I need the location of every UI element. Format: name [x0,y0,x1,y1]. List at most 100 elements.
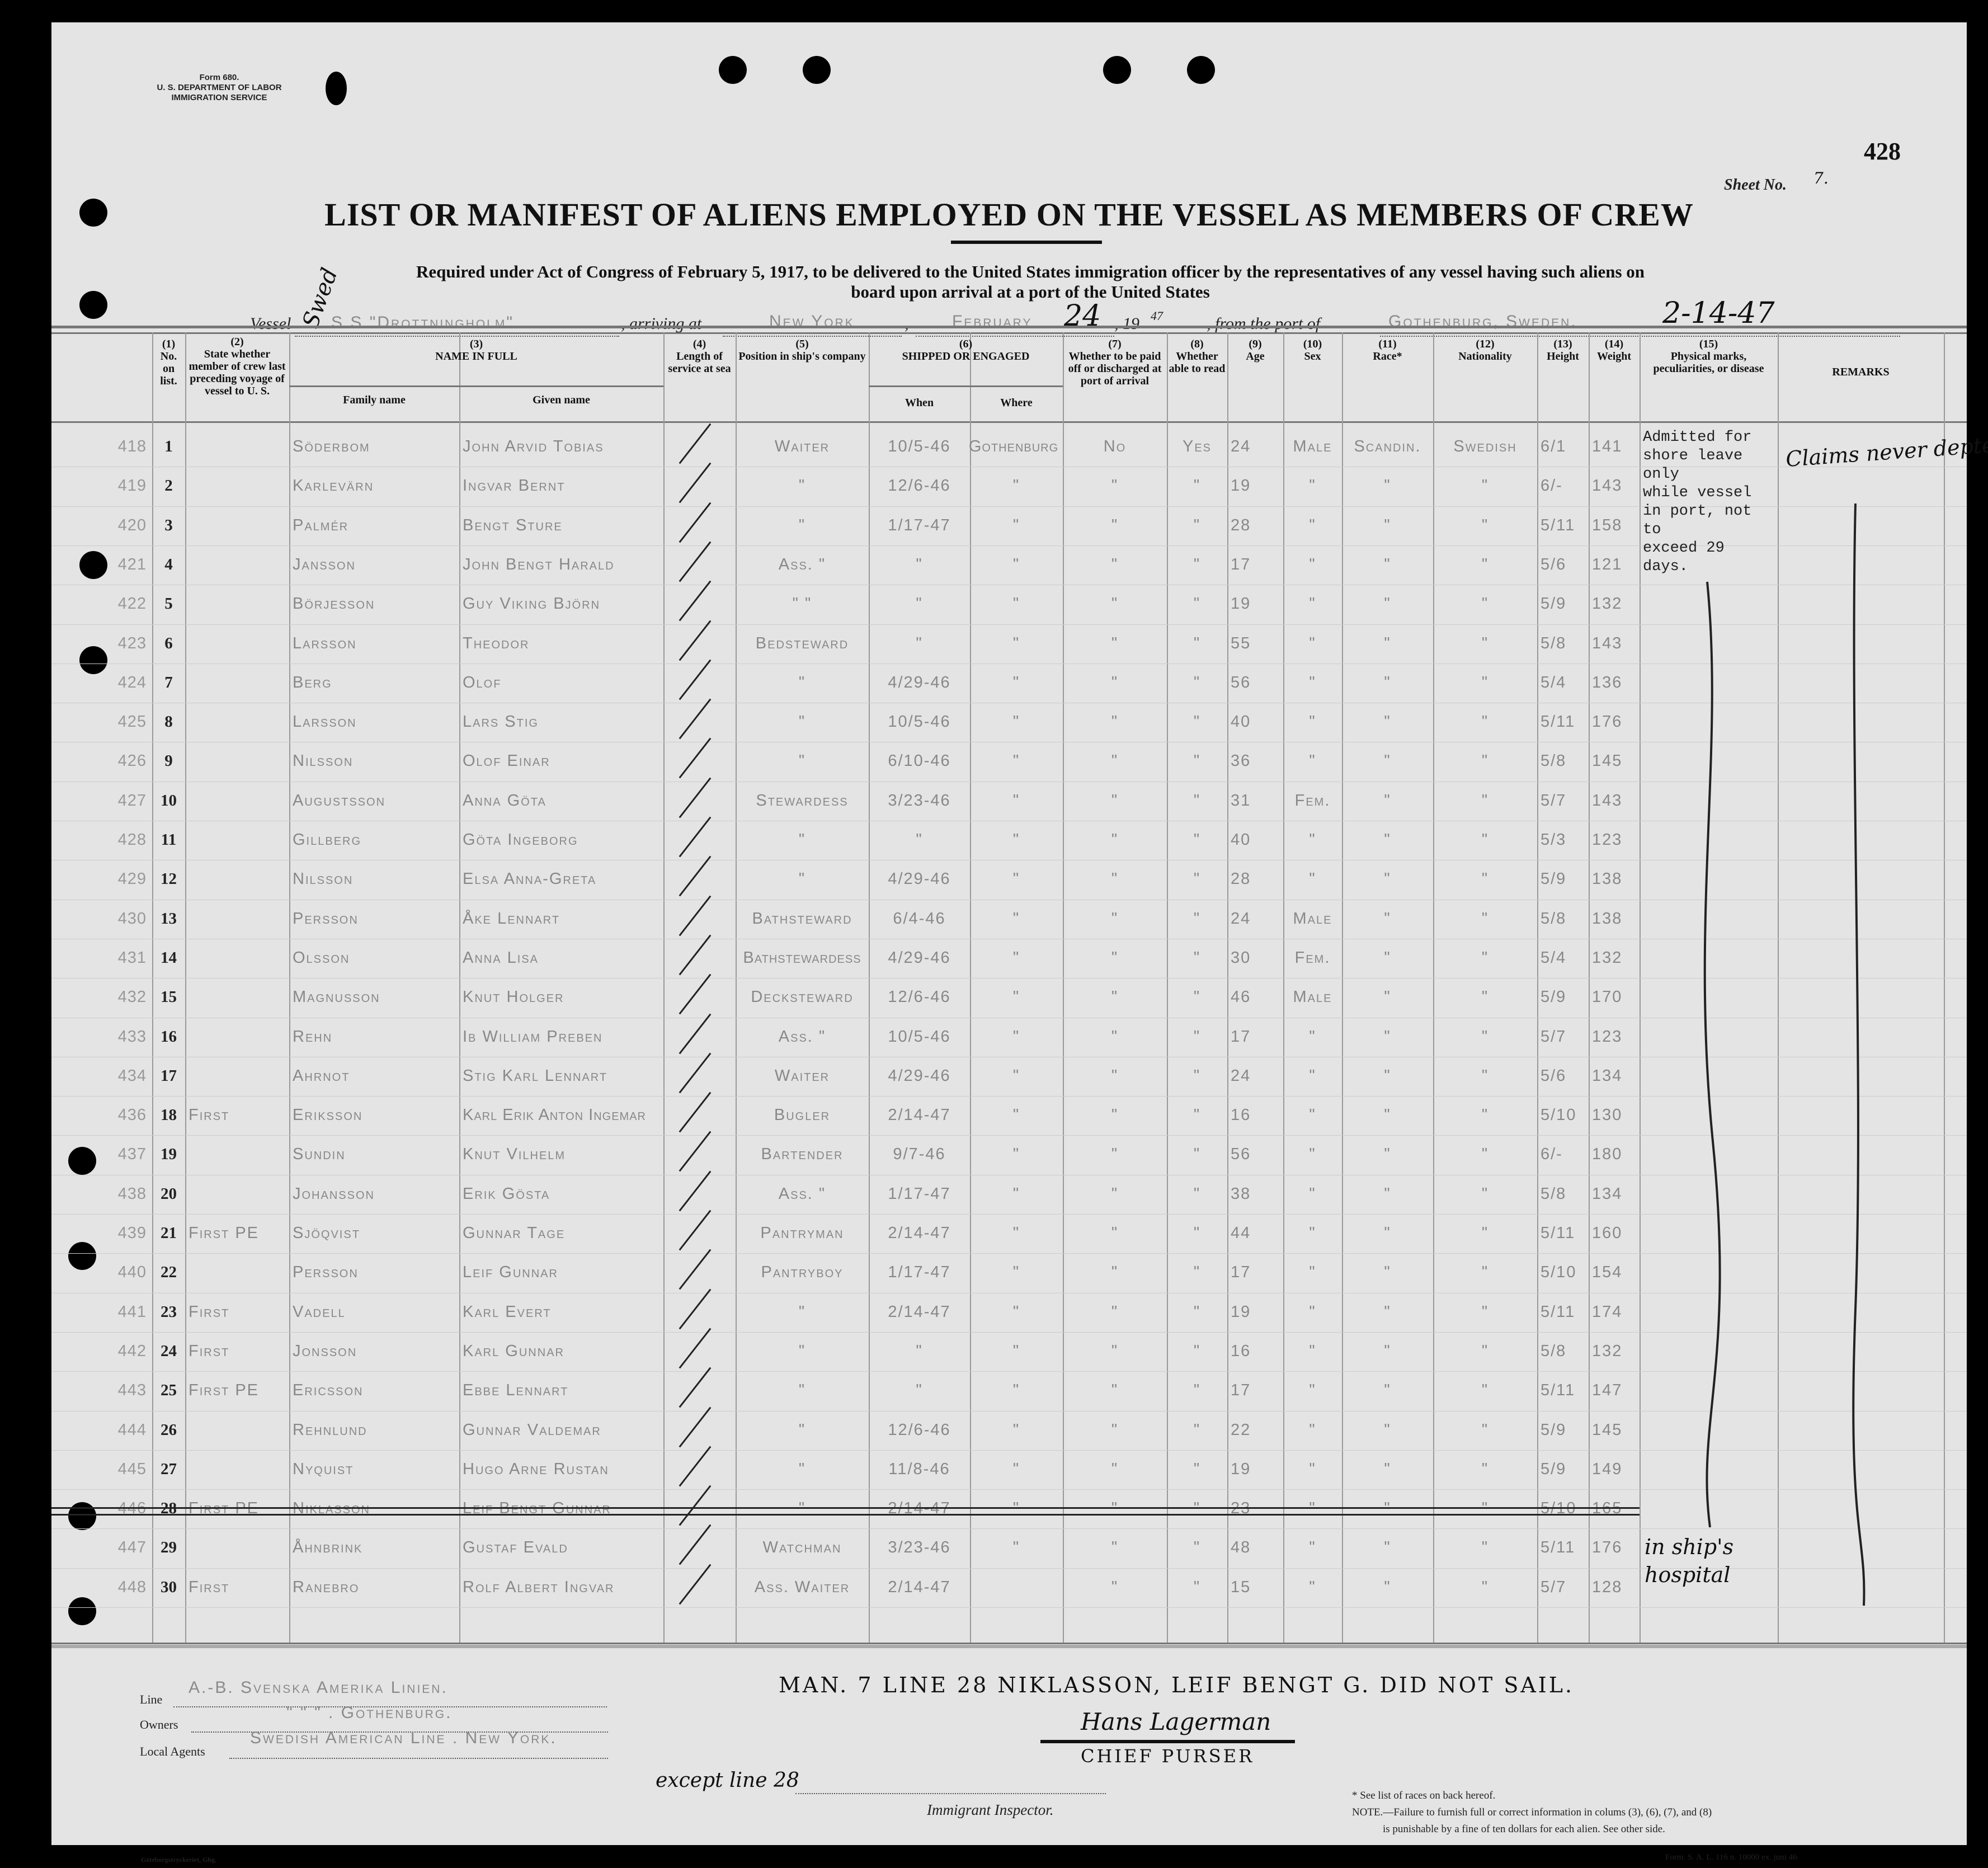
cell-weight: 138 [1592,870,1623,888]
cell-race: " [1384,713,1391,731]
cell-race: " [1384,1263,1391,1282]
cell-ref: 420 [117,516,147,534]
cell-nat: " [1481,1538,1489,1557]
cell-nat: " [1481,1224,1489,1242]
column-header-c3b: Given name [533,394,590,406]
cell-nat: " [1481,1184,1489,1203]
cell-ref: 425 [117,713,147,731]
cell-sex: " [1309,1460,1316,1478]
cell-family: Ericsson [293,1381,364,1400]
cell-read: " [1193,1145,1201,1164]
cell-age: 16 [1231,1106,1251,1124]
cell-race: " [1384,870,1391,888]
cell-no: 10 [161,791,177,810]
cell-where: " [1012,516,1020,534]
penalty-note: NOTE.—Failure to furnish full or correct… [1352,1806,1712,1818]
service: IMMIGRATION SERVICE [171,93,267,102]
penalty-note-2: is punishable by a fine of ten dollars f… [1383,1823,1665,1835]
cell-position: Waiter [774,437,830,455]
comma: , [905,314,909,333]
cell-read: " [1193,555,1201,573]
column-header-c3a: Family name [343,394,406,406]
cell-position: " [798,1420,806,1439]
cell-no: 25 [161,1381,177,1400]
cell-where: " [1012,1184,1020,1203]
cell-given: Karl Evert [463,1302,552,1321]
races-note: * See list of races on back hereof. [1352,1790,1496,1801]
column-header-c12: (12) Nationality [1458,338,1512,363]
cell-weight: 149 [1592,1460,1623,1478]
cell-family: Jonsson [293,1342,357,1360]
column-header-c6: (6) SHIPPED OR ENGAGED [902,338,1030,363]
cell-race: " [1384,752,1391,770]
cell-read: " [1193,1342,1201,1360]
cell-when: 3/23-46 [888,1538,951,1557]
cell-position: " [798,870,806,888]
cell-given: Knut Vilhelm [463,1145,566,1164]
row-rule [51,1568,1967,1569]
cell-family: Magnusson [293,988,380,1006]
cell-race: " [1384,1027,1391,1046]
cell-ref: 418 [117,437,147,455]
cell-nat: " [1481,752,1489,770]
cell-position: " [798,673,806,691]
cell-paid: " [1111,752,1119,770]
cell-when: " [916,1342,923,1360]
row-rule [51,1371,1967,1372]
cell-race: " [1384,948,1391,967]
cell-sex: " [1309,1224,1316,1242]
cell-read: " [1193,1578,1201,1596]
owners-line [191,1731,608,1733]
cell-height: 5/7 [1541,1027,1567,1046]
cell-nat: " [1481,713,1489,731]
cell-sex: Male [1293,988,1332,1006]
cell-weight: 145 [1592,1420,1623,1439]
cell-sex: " [1309,516,1316,534]
column-header-c6b: Where [1000,397,1033,409]
crew-table: (1) No. on list. (2) State whether member… [51,22,1967,1845]
cell-weight: 130 [1592,1106,1623,1124]
cell-race: " [1384,988,1391,1006]
cell-weight: 138 [1592,909,1623,928]
cell-race: " [1384,1106,1391,1124]
cell-age: 19 [1231,1302,1251,1321]
cell-nat: " [1481,1460,1489,1478]
cell-race: " [1384,1145,1391,1164]
cell-given: Ingvar Bernt [463,477,566,495]
cell-position: Bugler [774,1106,831,1124]
cell-where: " [1012,634,1020,652]
cell-weight: 170 [1592,988,1623,1006]
cell-position: " [798,1460,806,1478]
cell-age: 46 [1231,988,1251,1006]
cell-race: " [1384,1342,1391,1360]
department: U. S. DEPARTMENT OF LABOR [157,83,282,92]
cell-ref: 421 [117,555,147,573]
footer-rule [51,1645,1967,1648]
cell-position: Bathstewardess [743,948,861,967]
cell-family: Börjesson [293,595,375,613]
cell-height: 5/8 [1541,1342,1567,1360]
cell-when: 12/6-46 [888,1420,951,1439]
cell-family: Karlevärn [293,477,374,495]
shipped-subrule [869,385,1063,387]
cell-sex: " [1309,1184,1316,1203]
cell-no: 29 [161,1538,177,1557]
cell-position: Ass. Waiter [754,1578,850,1596]
cell-race: " [1384,673,1391,691]
punch-hole [68,1242,96,1270]
cell-sex: " [1309,713,1316,731]
cell-when: " [916,1381,923,1400]
cell-height: 5/11 [1541,1302,1576,1321]
cell-ref: 427 [117,791,147,810]
cell-sex: " [1309,1066,1316,1085]
cell-position: Ass. " [778,1184,826,1203]
cell-age: 38 [1231,1184,1251,1203]
page-number: 428 [1864,138,1901,165]
cell-where: " [1012,1381,1020,1400]
cell-ref: 442 [117,1342,147,1360]
vessel-line [295,336,619,337]
cell-weight: 176 [1592,1538,1623,1557]
cell-position: Pantryboy [761,1263,844,1282]
punch-hole [79,646,107,674]
cell-read: " [1193,752,1201,770]
